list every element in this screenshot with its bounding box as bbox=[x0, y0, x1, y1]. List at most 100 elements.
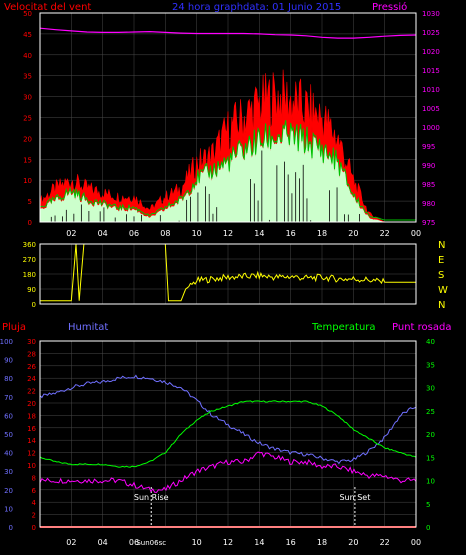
x-tick-label: 18 bbox=[317, 538, 327, 547]
sunset-annotation: Sun Set bbox=[339, 493, 370, 502]
y-tick-label: 20 bbox=[23, 135, 32, 143]
x-tick-label: 14 bbox=[254, 229, 264, 238]
temp-tick-label: 30 bbox=[426, 385, 435, 393]
rain-tick-label: 6 bbox=[32, 487, 37, 495]
x-tick-label: 22 bbox=[380, 538, 390, 547]
y2-tick-label: 1005 bbox=[422, 105, 440, 113]
rain-tick-label: 14 bbox=[27, 437, 36, 445]
y-tick-label: 15 bbox=[23, 156, 32, 164]
rain-tick-label: 26 bbox=[27, 363, 36, 371]
y2-tick-label: 1030 bbox=[422, 10, 440, 18]
compass-label: N bbox=[438, 240, 445, 251]
y2-tick-label: 975 bbox=[422, 219, 435, 227]
temp-tick-label: 5 bbox=[426, 501, 430, 509]
compass-label: S bbox=[438, 270, 444, 281]
rain-humidity-temperature-panel: 0102030405060708090100024681012141618202… bbox=[0, 338, 435, 547]
sunrise-tick-label: Sun06sc bbox=[136, 539, 166, 547]
rain-tick-label: 24 bbox=[27, 375, 36, 383]
temp-tick-label: 10 bbox=[426, 478, 435, 486]
direction-tick-label: 0 bbox=[32, 301, 36, 309]
humidity-line bbox=[39, 374, 417, 465]
y-tick-label: 45 bbox=[23, 31, 32, 39]
rain-label: Pluja bbox=[2, 322, 26, 333]
rain-tick-label: 12 bbox=[27, 450, 36, 458]
y-tick-label: 0 bbox=[28, 219, 32, 227]
y-tick-label: 50 bbox=[23, 10, 32, 18]
compass-label: W bbox=[438, 285, 448, 296]
x-tick-label: 16 bbox=[286, 229, 296, 238]
y2-tick-label: 1010 bbox=[422, 86, 440, 94]
temp-tick-label: 25 bbox=[426, 408, 435, 416]
temp-tick-label: 0 bbox=[426, 524, 430, 532]
y-tick-label: 35 bbox=[23, 73, 32, 81]
x-tick-label: 06 bbox=[129, 538, 139, 547]
humidity-tick-label: 40 bbox=[4, 450, 13, 458]
rain-tick-label: 20 bbox=[27, 400, 36, 408]
x-tick-label: 02 bbox=[66, 538, 76, 547]
humidity-tick-label: 0 bbox=[9, 524, 13, 532]
rain-tick-label: 0 bbox=[32, 524, 36, 532]
dewpoint-label: Punt rosada bbox=[392, 322, 451, 333]
rain-tick-label: 2 bbox=[32, 512, 36, 520]
wind-speed-label: Velocitat del vent bbox=[4, 2, 91, 13]
rain-tick-label: 30 bbox=[27, 338, 36, 346]
y2-tick-label: 1025 bbox=[422, 29, 440, 37]
rain-tick-label: 4 bbox=[32, 499, 37, 507]
rain-tick-label: 28 bbox=[27, 350, 36, 358]
x-tick-label: 22 bbox=[380, 229, 390, 238]
rain-tick-label: 18 bbox=[27, 412, 36, 420]
humidity-tick-label: 90 bbox=[4, 357, 13, 365]
y2-tick-label: 985 bbox=[422, 181, 435, 189]
rain-tick-label: 8 bbox=[32, 474, 36, 482]
x-tick-label: 10 bbox=[192, 538, 202, 547]
x-tick-label: 20 bbox=[348, 538, 358, 547]
rain-tick-label: 10 bbox=[27, 462, 36, 470]
temp-tick-label: 40 bbox=[426, 338, 435, 346]
x-tick-label: 16 bbox=[286, 538, 296, 547]
y2-tick-label: 1015 bbox=[422, 67, 440, 75]
humidity-tick-label: 10 bbox=[4, 505, 13, 513]
panel-frame bbox=[39, 12, 417, 223]
pressure-label: Pressió bbox=[372, 1, 407, 13]
humidity-tick-label: 60 bbox=[4, 412, 13, 420]
y2-tick-label: 995 bbox=[422, 143, 435, 151]
x-tick-label: 00 bbox=[411, 538, 421, 547]
temp-tick-label: 15 bbox=[426, 454, 435, 462]
x-tick-label: 08 bbox=[160, 229, 170, 238]
temp-tick-label: 20 bbox=[426, 431, 435, 439]
y-tick-label: 40 bbox=[23, 52, 32, 60]
humidity-tick-label: 100 bbox=[0, 338, 13, 346]
y2-tick-label: 990 bbox=[422, 162, 435, 170]
x-tick-label: 00 bbox=[411, 229, 421, 238]
wind-direction-panel: 0 N 90 W 180 S 270 E 360 N bbox=[23, 240, 448, 311]
humidity-tick-label: 50 bbox=[4, 431, 13, 439]
panel-frame bbox=[39, 340, 417, 528]
x-tick-label: 20 bbox=[348, 229, 358, 238]
humidity-label: Humitat bbox=[68, 322, 108, 333]
x-tick-label: 04 bbox=[98, 538, 108, 547]
compass-label: N bbox=[438, 300, 445, 311]
y-tick-label: 30 bbox=[23, 94, 32, 102]
x-tick-label: 12 bbox=[223, 229, 233, 238]
temp-tick-label: 35 bbox=[426, 361, 435, 369]
humidity-tick-label: 20 bbox=[4, 487, 13, 495]
x-tick-label: 02 bbox=[66, 229, 76, 238]
x-tick-label: 14 bbox=[254, 538, 264, 547]
humidity-tick-label: 70 bbox=[4, 394, 13, 402]
direction-tick-label: 90 bbox=[27, 286, 36, 294]
y-tick-label: 10 bbox=[23, 177, 32, 185]
direction-tick-label: 180 bbox=[23, 271, 36, 279]
humidity-tick-label: 30 bbox=[4, 468, 13, 476]
y-tick-label: 5 bbox=[28, 198, 32, 206]
temperature-label: Temperatura bbox=[311, 322, 376, 333]
y2-tick-label: 980 bbox=[422, 200, 435, 208]
y2-tick-label: 1000 bbox=[422, 124, 440, 132]
humidity-tick-label: 80 bbox=[4, 375, 13, 383]
x-tick-label: 12 bbox=[223, 538, 233, 547]
sunrise-annotation: Sun Rise bbox=[134, 493, 169, 502]
x-tick-label: 04 bbox=[98, 229, 108, 238]
rain-tick-label: 22 bbox=[27, 388, 36, 396]
x-tick-label: 10 bbox=[192, 229, 202, 238]
rain-tick-label: 16 bbox=[27, 425, 36, 433]
